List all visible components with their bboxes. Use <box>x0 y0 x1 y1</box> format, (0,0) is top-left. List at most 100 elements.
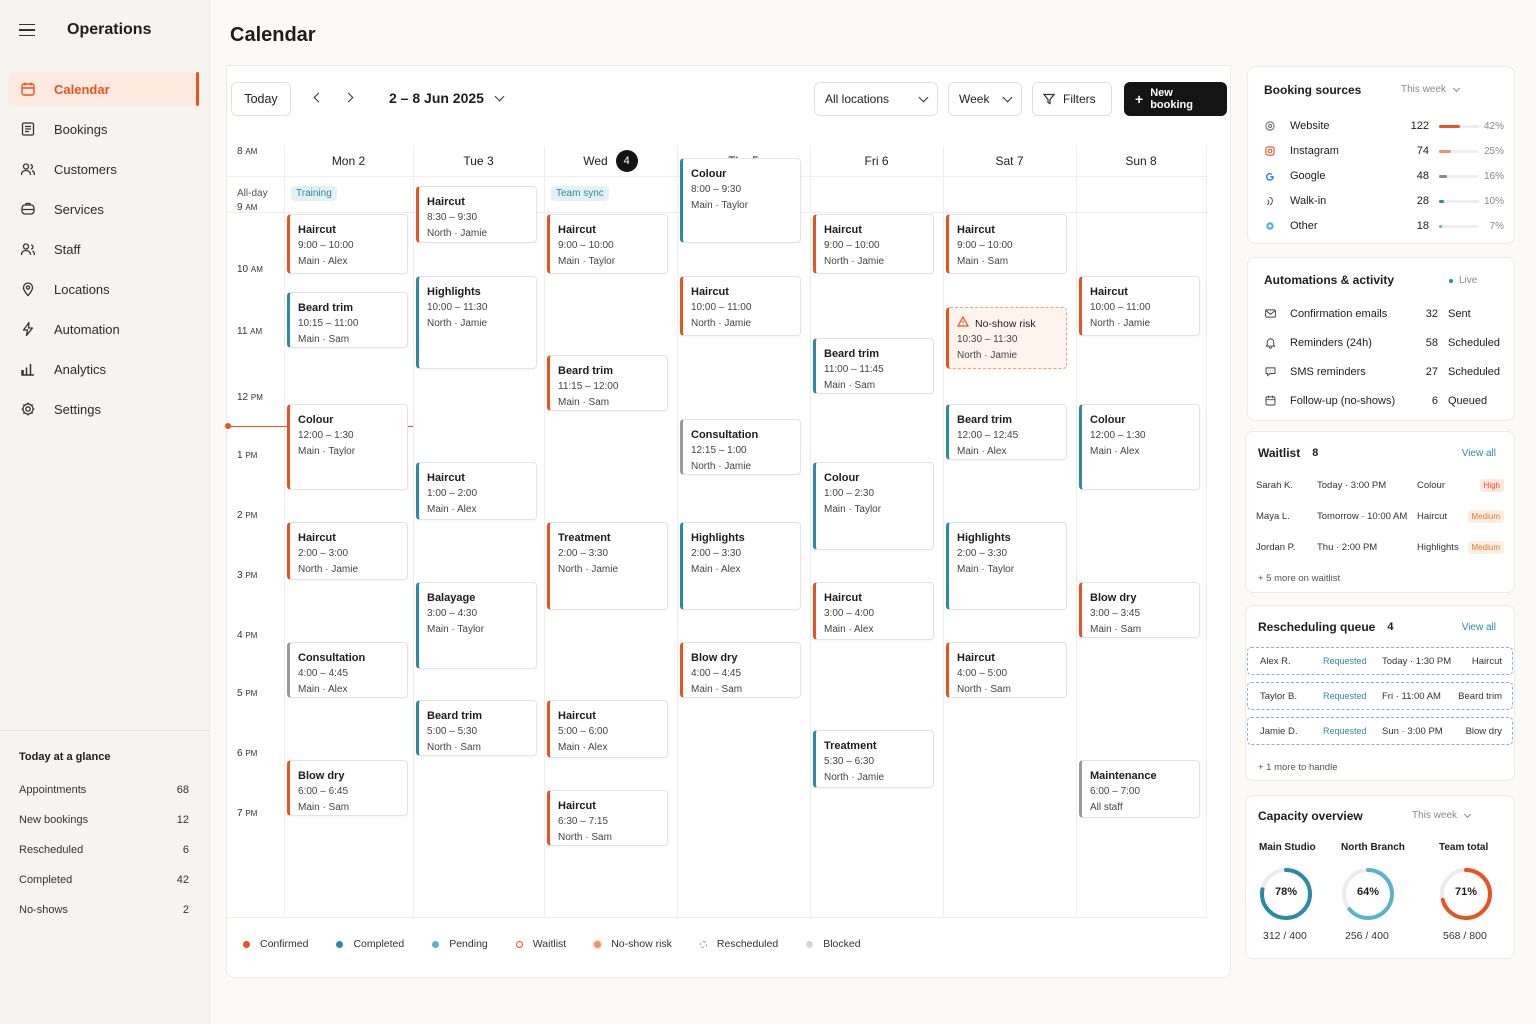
glance-row: Completed 42 <box>19 865 189 895</box>
hour-number: 9 <box>237 202 243 213</box>
reschedule-row[interactable]: Taylor B. Requested Fri · 11:00 AM Beard tr… <box>1247 682 1513 710</box>
event-card[interactable]: Haircut 9:00 – 10:00 Main · Sam <box>946 214 1067 274</box>
event-title-row: Beard trim <box>298 301 407 316</box>
day-header[interactable]: Mon 2 <box>284 146 413 176</box>
waitlist-row[interactable]: Sarah K. Today · 3:00 PM Colour High <box>1256 479 1504 492</box>
day-header[interactable]: Tue 3 <box>413 146 544 176</box>
automation-row[interactable]: Reminders (24h) 58 Scheduled <box>1264 336 1504 349</box>
event-title-row: Maintenance <box>1090 769 1199 784</box>
sidebar-item-settings[interactable]: Settings <box>8 392 197 426</box>
day-header[interactable]: Sun 8 <box>1076 146 1206 176</box>
event-card[interactable]: Colour 12:00 – 1:30 Main · Alex <box>1079 404 1200 490</box>
date-range-picker[interactable]: 2 – 8 Jun 2025 <box>389 90 505 106</box>
event-card[interactable]: Haircut 1:00 – 2:00 Main · Alex <box>416 462 537 520</box>
event-card[interactable]: Beard trim 11:00 – 11:45 Main · Sam <box>813 338 934 394</box>
event-card[interactable]: Consultation 4:00 – 4:45 Main · Alex <box>287 642 408 698</box>
rescheduling-more-link[interactable]: + 1 more to handle <box>1258 762 1338 773</box>
event-card[interactable]: Beard trim 12:00 – 12:45 Main · Alex <box>946 404 1067 460</box>
automation-row[interactable]: Follow-up (no-shows) 6 Queued <box>1264 394 1504 407</box>
legend-item: Confirmed <box>243 938 308 950</box>
filters-button[interactable]: Filters <box>1032 82 1112 116</box>
event-card[interactable]: Haircut 8:30 – 9:30 North · Jamie <box>416 186 537 243</box>
sidebar-item-analytics[interactable]: Analytics <box>8 352 197 386</box>
chevron-down-icon <box>1002 92 1013 102</box>
event-card[interactable]: Highlights 2:00 – 3:30 Main · Taylor <box>946 522 1067 610</box>
event-card[interactable]: Beard trim 5:00 – 5:30 North · Sam <box>416 700 537 756</box>
automation-row[interactable]: Confirmation emails 32 Sent <box>1264 307 1504 320</box>
event-card[interactable]: Colour 12:00 – 1:30 Main · Taylor <box>287 404 408 490</box>
grid-column-line <box>1076 146 1077 918</box>
event-card[interactable]: Haircut 10:00 – 11:00 North · Jamie <box>680 276 801 336</box>
day-header[interactable]: Sat 7 <box>943 146 1076 176</box>
event-location: Main · Taylor <box>691 200 749 211</box>
waitlist-more-link[interactable]: + 5 more on waitlist <box>1258 573 1341 584</box>
event-card[interactable]: Treatment 5:30 – 6:30 North · Jamie <box>813 730 934 788</box>
event-card[interactable]: Haircut 6:30 – 7:15 North · Sam <box>547 790 668 846</box>
capacity-period-select[interactable]: This week <box>1412 810 1472 821</box>
event-card[interactable]: Colour 1:00 – 2:30 Main · Taylor <box>813 462 934 550</box>
sidebar-item-label: Settings <box>54 401 101 417</box>
chevron-down-icon <box>918 92 929 102</box>
sidebar-item-staff[interactable]: Staff <box>8 232 197 266</box>
sidebar-item-locations[interactable]: Locations <box>8 272 197 306</box>
sidebar-item-calendar[interactable]: Calendar <box>8 72 199 106</box>
event-card[interactable]: Haircut 9:00 – 10:00 North · Jamie <box>813 214 934 274</box>
event-card[interactable]: Highlights 10:00 – 11:30 North · Jamie <box>416 276 537 369</box>
hour-label: 4 PM <box>237 630 257 641</box>
sidebar-item-customers[interactable]: Customers <box>8 152 197 186</box>
event-card[interactable]: Haircut 9:00 – 10:00 Main · Taylor <box>547 214 668 274</box>
next-week-button[interactable] <box>343 92 354 103</box>
filters-label: Filters <box>1063 92 1096 106</box>
event-card[interactable]: Blow dry 4:00 – 4:45 Main · Sam <box>680 642 801 698</box>
location-select[interactable]: All locations <box>814 82 938 116</box>
waitlist-row[interactable]: Jordan P. Thu · 2:00 PM Highlights Medium <box>1256 541 1504 554</box>
event-card[interactable]: Blow dry 3:00 – 3:45 Main · Sam <box>1079 582 1200 638</box>
event-card[interactable]: Haircut 9:00 – 10:00 Main · Alex <box>287 214 408 274</box>
event-card[interactable]: Haircut 2:00 – 3:00 North · Jamie <box>287 522 408 580</box>
hour-ampm: PM <box>245 631 258 640</box>
waitlist-row[interactable]: Maya L. Tomorrow · 10:00 AM Haircut Medium <box>1256 510 1504 523</box>
waitlist-view-all-link[interactable]: View all <box>1461 448 1496 459</box>
event-card[interactable]: Blow dry 6:00 – 6:45 Main · Sam <box>287 760 408 816</box>
allday-event[interactable]: Team sync <box>551 186 609 201</box>
view-select[interactable]: Week <box>948 82 1022 116</box>
event-card[interactable]: Haircut 4:00 – 5:00 North · Sam <box>946 642 1067 698</box>
sidebar-item-bookings[interactable]: Bookings <box>8 112 197 146</box>
event-card[interactable]: Haircut 3:00 – 4:00 Main · Alex <box>813 582 934 640</box>
event-card[interactable]: Haircut 10:00 – 11:00 North · Jamie <box>1079 276 1200 336</box>
event-card[interactable]: Colour 8:00 – 9:30 Main · Taylor <box>680 158 801 243</box>
event-card[interactable]: Maintenance 6:00 – 7:00 All staff <box>1079 760 1200 818</box>
automation-row[interactable]: SMS reminders 27 Scheduled <box>1264 365 1504 378</box>
event-card[interactable]: Balayage 3:00 – 4:30 Main · Taylor <box>416 582 537 669</box>
event-card[interactable]: Haircut 5:00 – 6:00 Main · Alex <box>547 700 668 758</box>
sidebar-item-automation[interactable]: Automation <box>8 312 197 346</box>
glance-label: Rescheduled <box>19 844 84 856</box>
event-title: Balayage <box>427 592 476 604</box>
event-title: Colour <box>691 168 727 180</box>
priority-badge: High <box>1479 479 1504 492</box>
event-card[interactable]: Highlights 2:00 – 3:30 Main · Alex <box>680 522 801 610</box>
booking-sources-period-select[interactable]: This week <box>1401 84 1461 95</box>
day-header[interactable]: Wed 4 <box>544 146 677 176</box>
allday-event[interactable]: Training <box>291 186 337 201</box>
capacity-ring-percent: 64% <box>1356 886 1380 898</box>
event-time: 9:00 – 10:00 <box>824 240 880 251</box>
legend-label: Blocked <box>823 938 861 950</box>
event-card[interactable]: Consultation 12:15 – 1:00 North · Jamie <box>680 418 801 475</box>
prev-week-button[interactable] <box>313 92 324 103</box>
event-time: 12:00 – 1:30 <box>298 430 354 441</box>
today-button[interactable]: Today <box>231 82 291 116</box>
hour-ampm: PM <box>245 511 258 520</box>
sidebar-item-services[interactable]: Services <box>8 192 197 226</box>
new-booking-button[interactable]: + New booking <box>1124 82 1227 116</box>
event-card[interactable]: Treatment 2:00 – 3:30 North · Jamie <box>547 522 668 610</box>
event-card[interactable]: Beard trim 10:15 – 11:00 Main · Sam <box>287 291 408 348</box>
reschedule-row[interactable]: Alex R. Requested Today · 1:30 PM Haircut <box>1247 647 1513 675</box>
event-card[interactable]: Beard trim 11:15 – 12:00 Main · Sam <box>547 354 668 411</box>
day-header[interactable]: Fri 6 <box>810 146 943 176</box>
rescheduling-view-all-link[interactable]: View all <box>1461 622 1496 633</box>
reschedule-row[interactable]: Jamie D. Requested Sun · 3:00 PM Blow dry <box>1247 717 1513 745</box>
event-title: Colour <box>1090 414 1126 426</box>
hamburger-menu-icon[interactable] <box>19 24 35 36</box>
no-show-risk-event[interactable]: No-show risk 10:30 – 11:30 North · Jamie <box>946 307 1067 369</box>
